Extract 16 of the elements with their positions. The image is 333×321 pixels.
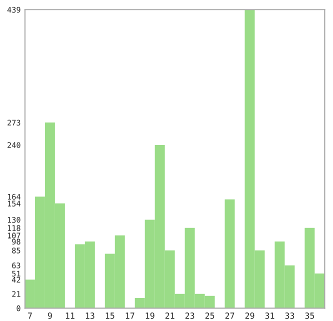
- x-tick-label: 33: [285, 312, 294, 319]
- x-tick-label: 13: [86, 312, 94, 319]
- x-tick-label: 15: [106, 312, 114, 319]
- x-tick-label: 27: [225, 312, 234, 319]
- bar: [224, 199, 235, 308]
- x-tick-label: 17: [126, 312, 134, 319]
- x-tick-label: 29: [245, 312, 254, 319]
- x-tick-label: 9: [48, 312, 52, 319]
- x-tick-label: 19: [146, 312, 154, 319]
- x-tick-label: 25: [205, 312, 214, 319]
- x-tick-label: 31: [265, 312, 274, 319]
- x-tick-label: 11: [66, 312, 74, 319]
- x-tick-label: 7: [28, 312, 32, 319]
- x-tick-label: 21: [165, 312, 174, 319]
- x-tick-label: 23: [185, 312, 194, 319]
- x-tick-label: 35: [305, 312, 314, 319]
